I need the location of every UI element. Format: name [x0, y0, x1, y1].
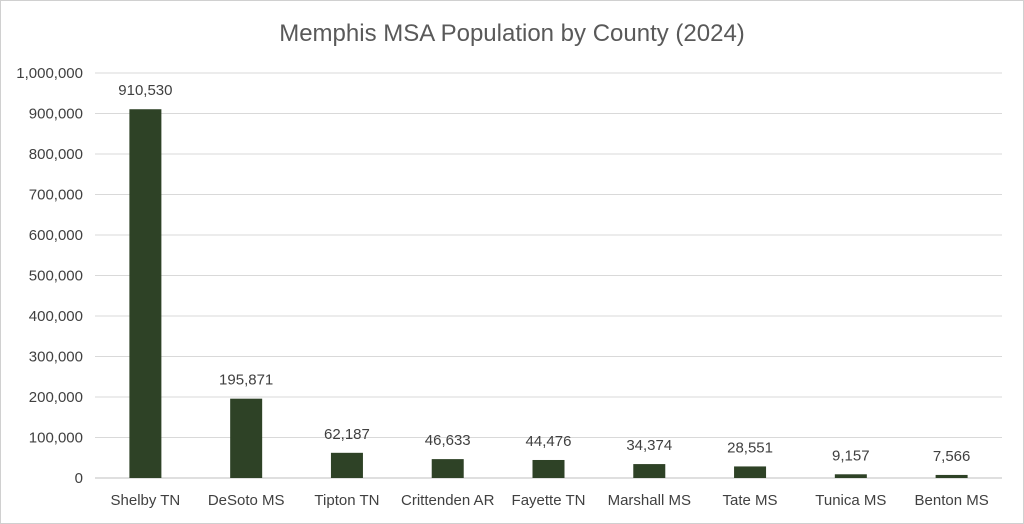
bar — [129, 109, 162, 478]
bar — [734, 466, 767, 478]
data-label: 195,871 — [219, 372, 273, 389]
y-tick-label: 300,000 — [29, 349, 83, 366]
bars — [129, 109, 968, 478]
y-axis-ticks: 0 100,000 200,000 300,000 400,000 500,000 600,… — [16, 65, 83, 487]
data-label: 62,187 — [324, 426, 370, 443]
x-tick-label: Fayette TN — [512, 492, 586, 509]
y-tick-label: 0 — [75, 470, 83, 487]
y-tick-label: 500,000 — [29, 268, 83, 285]
y-tick-label: 1,000,000 — [16, 65, 83, 82]
data-label: 910,530 — [118, 82, 172, 99]
y-tick-label: 900,000 — [29, 106, 83, 123]
bar — [532, 459, 565, 478]
x-tick-label: Marshall MS — [608, 492, 691, 509]
data-label: 44,476 — [526, 433, 572, 450]
x-tick-label: DeSoto MS — [208, 492, 285, 509]
bar — [330, 452, 363, 478]
x-tick-label: Crittenden AR — [401, 492, 495, 509]
y-tick-label: 800,000 — [29, 146, 83, 163]
x-tick-label: Benton MS — [915, 492, 989, 509]
data-label: 9,157 — [832, 447, 870, 464]
y-tick-label: 200,000 — [29, 389, 83, 406]
bar — [230, 398, 263, 478]
data-label: 46,633 — [425, 432, 471, 449]
data-label: 28,551 — [727, 439, 773, 456]
data-labels: 910,530 195,871 62,187 46,633 44,476 34,374 28… — [118, 82, 970, 465]
chart-title: Memphis MSA Population by County (2024) — [279, 20, 745, 47]
y-tick-label: 700,000 — [29, 187, 83, 204]
bar — [834, 474, 867, 478]
x-tick-label: Tunica MS — [815, 492, 886, 509]
x-tick-label: Tate MS — [723, 492, 778, 509]
data-label: 7,566 — [933, 448, 971, 465]
bar — [935, 474, 968, 478]
bar — [633, 464, 666, 478]
bar — [431, 459, 464, 478]
x-tick-label: Shelby TN — [111, 492, 181, 509]
y-tick-label: 400,000 — [29, 308, 83, 325]
data-label: 34,374 — [626, 437, 672, 454]
y-tick-label: 600,000 — [29, 227, 83, 244]
y-tick-label: 100,000 — [29, 430, 83, 447]
x-axis-ticks: Shelby TN DeSoto MS Tipton TN Crittenden AR… — [111, 492, 989, 509]
x-tick-label: Tipton TN — [314, 492, 379, 509]
